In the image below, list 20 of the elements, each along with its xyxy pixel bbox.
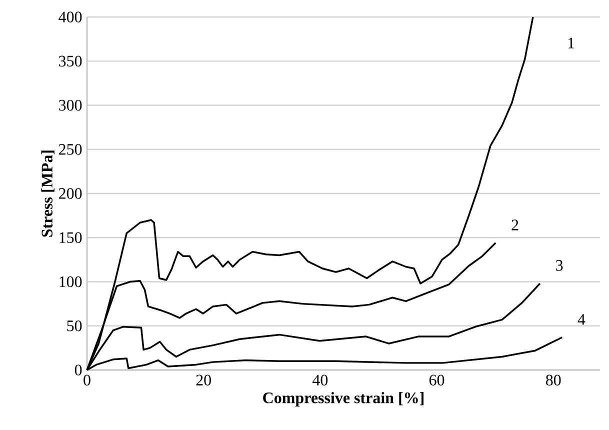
- y-tick-label: 250: [59, 144, 82, 155]
- x-tick-label: 80: [546, 374, 561, 386]
- x-tick-label: 0: [84, 374, 90, 386]
- x-tick-label: 60: [429, 374, 444, 386]
- series-label: 2: [512, 220, 518, 230]
- y-tick-label: 100: [60, 276, 82, 288]
- y-axis-title: Stress [MPa]: [41, 150, 54, 237]
- y-tick-label: 0: [74, 364, 82, 376]
- x-tick-label: 40: [312, 374, 328, 386]
- x-axis-title: Compressive strain [%]: [263, 392, 424, 407]
- y-tick-label: 350: [59, 56, 82, 67]
- y-tick-label: 300: [59, 100, 82, 111]
- text: 1: [568, 38, 574, 48]
- series-label: 3: [556, 260, 563, 271]
- y-tick-label: 50: [67, 320, 82, 332]
- y-tick-label: 400: [58, 12, 82, 22]
- series-label: 4: [578, 314, 586, 325]
- y-tick-label: 200: [59, 188, 82, 199]
- x-tick-label: 20: [196, 374, 211, 386]
- y-tick-label: 150: [60, 232, 82, 244]
